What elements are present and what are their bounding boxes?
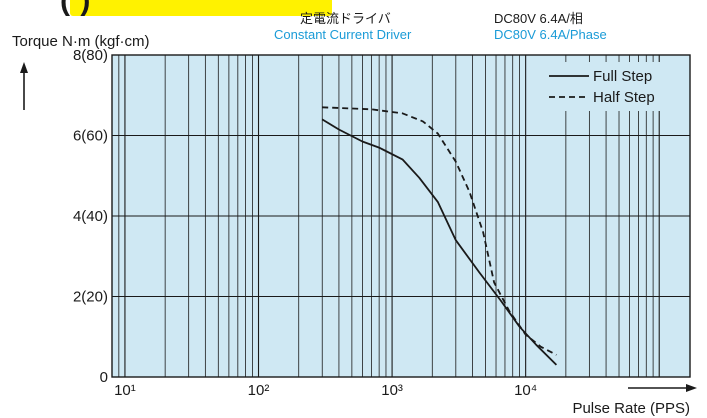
grid [111, 54, 691, 378]
y-tick-label: 6(60) [73, 128, 108, 145]
x-axis-title: Pulse Rate (PPS) [572, 400, 690, 417]
tick-labels: 10¹ 10² 10³ 10⁴ 0 2(20) 4(40) 6(60) 8(80) [73, 47, 537, 399]
banner-title: ( ) [60, 0, 92, 17]
y-axis-arrow [20, 62, 28, 110]
driver-spec-jp: DC80V 6.4A/相 [494, 11, 583, 26]
series-layer [321, 106, 558, 366]
legend: Full Step Half Step [543, 62, 683, 111]
y-tick-label: 4(40) [73, 208, 108, 225]
driver-type-en: Constant Current Driver [274, 27, 412, 42]
x-tick-label: 10¹ [114, 382, 136, 399]
legend-label: Half Step [593, 89, 655, 106]
x-tick-label: 10² [248, 382, 270, 399]
x-tick-label: 10⁴ [514, 382, 537, 399]
title-highlight-banner [70, 0, 332, 16]
driver-spec-en: DC80V 6.4A/Phase [494, 27, 607, 42]
y-tick-label: 0 [100, 369, 108, 386]
x-axis-arrow [628, 384, 697, 392]
y-tick-label: 2(20) [73, 289, 108, 306]
x-tick-label: 10³ [381, 382, 403, 399]
driver-type-jp: 定電流ドライバ [300, 11, 391, 26]
legend-background [543, 62, 683, 111]
y-axis-title: Torque N·m (kgf·cm) [12, 33, 150, 50]
series-line-half-step [322, 106, 557, 356]
legend-label: Full Step [593, 68, 652, 85]
plot-frame [111, 54, 691, 378]
y-tick-label: 8(80) [73, 47, 108, 64]
